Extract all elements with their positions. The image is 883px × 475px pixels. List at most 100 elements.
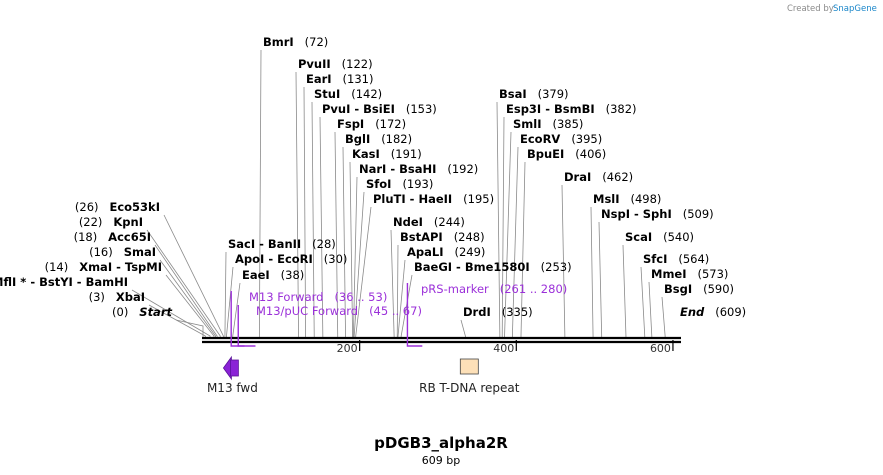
site-position-apali: (249) [454, 245, 485, 259]
ruler-ticks: 200 400 600 [337, 340, 674, 355]
feature-track: M13 fwd RB T-DNA repeat [207, 355, 520, 395]
site-label-sfoi: SfoI (193) [366, 177, 433, 191]
leader-pvuii [295, 71, 299, 337]
site-position-smli: (385) [552, 117, 583, 131]
restriction-site-labels: (0) Start(3) XbaI(9) MflI * - BstYI - Ba… [0, 35, 746, 319]
site-name-nspi-sphi: NspI - SphI [601, 207, 672, 221]
site-label-pluti-haeii: PluTI - HaeII (195) [373, 192, 494, 206]
site-label-nspi-sphi: NspI - SphI (509) [601, 207, 714, 221]
site-position-acc65i: (18) [74, 230, 98, 244]
primer-label-m13-puc-forward: M13/pUC Forward (45 .. 67) [256, 304, 422, 318]
site-label-eaei: EaeI (38) [242, 268, 304, 282]
leader-bsgi [661, 296, 666, 337]
primer-name-prs-marker: pRS-marker [421, 282, 489, 296]
primer-labels: M13 Forward (36 .. 53)M13/pUC Forward (4… [249, 282, 567, 318]
site-name-sfci: SfcI [643, 252, 667, 266]
leader-scai [622, 244, 627, 337]
site-gap [391, 177, 402, 191]
primer-range-m13-puc-forward: (45 .. 67) [369, 304, 422, 318]
site-label-bmri: BmrI (72) [263, 35, 328, 49]
site-label-esp3i-bsmbi: Esp3I - BsmBI (382) [506, 102, 637, 116]
leader-mfli-bstyi-bamhi [131, 289, 211, 337]
site-name-scai: ScaI [625, 230, 652, 244]
site-label-eari: EarI (131) [306, 72, 373, 86]
site-name-sfoi: SfoI [366, 177, 391, 191]
site-position-drdi: (335) [502, 305, 533, 319]
site-label-ecorv: EcoRV (395) [520, 132, 602, 146]
site-name-apoi-ecori: ApoI - EcoRI [235, 252, 313, 266]
site-position-baegi-bme1580i: (253) [541, 260, 572, 274]
primer-range-m13-forward: (36 .. 53) [334, 290, 387, 304]
site-label-pvuii: PvuII (122) [298, 57, 373, 71]
site-label-msli: MslI (498) [593, 192, 661, 206]
feature-shape-rb-t-dna-repeat [459, 358, 479, 375]
site-gap [443, 230, 454, 244]
site-position-kasi: (191) [391, 147, 422, 161]
leader-ecorv [511, 146, 519, 337]
site-position-bsai: (379) [538, 87, 569, 101]
site-name-xbai: XbaI [116, 290, 145, 304]
site-label-apali: ApaLI (249) [407, 245, 485, 259]
site-position-eco53ki: (26) [75, 200, 99, 214]
site-gap [444, 245, 455, 259]
site-name-bstapi: BstAPI [400, 230, 443, 244]
site-name-drdi: DrdI [463, 305, 491, 319]
site-gap [452, 192, 463, 206]
site-label-pvui-bsiei: PvuI - BsiEI (153) [322, 102, 437, 116]
leader-bstapi [396, 244, 399, 337]
site-name-msli: MslI [593, 192, 620, 206]
site-label-baegi-bme1580i: BaeGI - Bme1580I (253) [414, 260, 572, 274]
site-label-mfli-bstyi-bamhi: (9) MflI * - BstYI - BamHI [0, 275, 128, 289]
leader-kasi [349, 161, 354, 337]
leader-pluti-haeii [355, 206, 372, 337]
site-name-kasi: KasI [352, 147, 380, 161]
site-name-xmai-tspmi: XmaI - TspMI [79, 260, 162, 274]
site-position-bpuei: (406) [575, 147, 606, 161]
site-position-bmri: (72) [305, 35, 329, 49]
site-label-drai: DraI (462) [564, 170, 633, 184]
leader-drdi [460, 319, 466, 337]
site-name-mmei: MmeI [651, 267, 687, 281]
site-gap [491, 305, 502, 319]
site-gap [313, 252, 324, 266]
leader-drai [561, 184, 566, 337]
site-gap [692, 282, 703, 296]
leader-saci-banii [224, 251, 227, 337]
site-position-ecorv: (395) [571, 132, 602, 146]
site-label-bgli: BglI (182) [345, 132, 412, 146]
site-gap [591, 170, 602, 184]
site-position-fspi: (172) [375, 117, 406, 131]
leader-start [175, 319, 204, 337]
site-gap [595, 102, 606, 116]
site-gap [97, 230, 108, 244]
site-position-esp3i-bsmbi: (382) [606, 102, 637, 116]
map-title: pDGB3_alpha2R [374, 434, 508, 452]
site-gap [270, 268, 281, 282]
site-label-xmai-tspmi: (14) XmaI - TspMI [45, 260, 162, 274]
site-gap [331, 57, 342, 71]
site-position-eari: (131) [343, 72, 374, 86]
leader-ndei [390, 229, 395, 337]
site-position-start: (0) [112, 305, 128, 319]
site-name-pvui-bsiei: PvuI - BsiEI [322, 102, 395, 116]
site-gap [370, 132, 381, 146]
site-name-fspi: FspI [337, 117, 364, 131]
site-gap [68, 260, 79, 274]
site-position-scai: (540) [663, 230, 694, 244]
site-gap [332, 72, 343, 86]
site-name-end: End [680, 305, 705, 319]
site-label-xbai: (3) XbaI [89, 290, 145, 304]
site-gap [340, 87, 351, 101]
site-gap [113, 245, 124, 259]
leader-msli [590, 206, 594, 337]
site-name-mfli-bstyi-bamhi: MflI * - BstYI - BamHI [0, 275, 128, 289]
site-gap [301, 237, 312, 251]
site-position-sfci: (564) [678, 252, 709, 266]
leader-pvui-bsiei [319, 116, 324, 337]
site-position-mmei: (573) [697, 267, 728, 281]
leader-bsai [496, 101, 501, 337]
credit-prefix: Created by [787, 4, 834, 14]
site-position-saci-banii: (28) [312, 237, 336, 251]
leader-bmri [258, 49, 262, 337]
leader-apali [397, 259, 406, 337]
